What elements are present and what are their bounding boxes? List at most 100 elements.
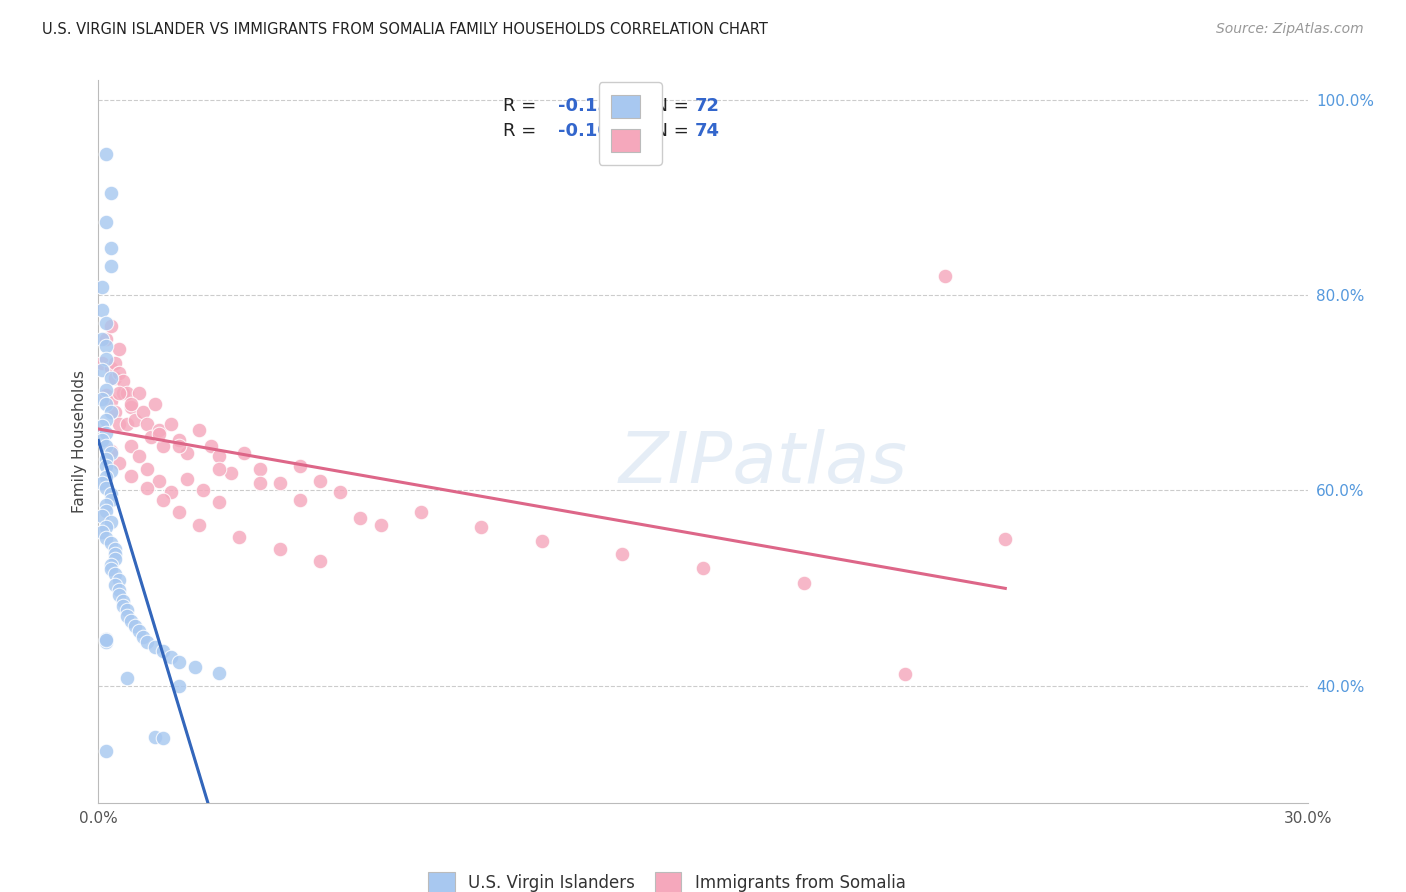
Point — [100, 186, 122, 200]
Point — [96, 744, 118, 758]
Point — [100, 444, 122, 458]
Text: N =: N = — [643, 122, 695, 140]
Point — [160, 485, 183, 500]
Point — [96, 632, 118, 647]
Point — [103, 547, 125, 561]
Point — [934, 268, 956, 283]
Point — [100, 464, 122, 478]
Point — [124, 413, 146, 427]
Point — [139, 430, 162, 444]
Point — [100, 487, 122, 501]
Point — [148, 426, 170, 441]
Point — [309, 554, 332, 568]
Point — [193, 483, 215, 498]
Point — [269, 541, 291, 556]
Point — [152, 644, 174, 658]
Point — [120, 614, 142, 628]
Point — [111, 593, 134, 607]
Point — [103, 356, 125, 370]
Point — [167, 655, 190, 669]
Point — [167, 433, 190, 447]
Point — [228, 530, 250, 544]
Point — [612, 547, 634, 561]
Point — [100, 319, 122, 334]
Point — [143, 731, 166, 745]
Text: -0.158: -0.158 — [558, 96, 623, 114]
Point — [111, 374, 134, 388]
Point — [96, 413, 118, 427]
Point — [120, 468, 142, 483]
Point — [96, 146, 118, 161]
Point — [103, 405, 125, 419]
Point — [793, 576, 815, 591]
Point — [103, 371, 125, 385]
Point — [96, 387, 118, 401]
Point — [152, 493, 174, 508]
Point — [184, 660, 207, 674]
Point — [100, 562, 122, 576]
Point — [893, 667, 915, 681]
Point — [96, 425, 118, 440]
Point — [100, 393, 122, 408]
Point — [349, 510, 371, 524]
Legend: U.S. Virgin Islanders, Immigrants from Somalia: U.S. Virgin Islanders, Immigrants from S… — [418, 862, 915, 892]
Point — [96, 469, 118, 483]
Text: -0.108: -0.108 — [558, 122, 623, 140]
Point — [132, 405, 155, 419]
Point — [152, 439, 174, 453]
Point — [135, 634, 157, 648]
Point — [100, 446, 122, 460]
Point — [135, 417, 157, 431]
Point — [249, 462, 271, 476]
Point — [208, 462, 231, 476]
Point — [370, 517, 392, 532]
Text: N =: N = — [643, 96, 695, 114]
Point — [96, 531, 118, 545]
Point — [91, 302, 114, 317]
Point — [208, 665, 231, 680]
Point — [188, 423, 211, 437]
Point — [115, 671, 138, 685]
Point — [96, 452, 118, 467]
Point — [208, 495, 231, 509]
Text: 74: 74 — [695, 122, 720, 140]
Point — [208, 449, 231, 463]
Point — [148, 474, 170, 488]
Point — [107, 573, 129, 587]
Point — [132, 630, 155, 644]
Point — [96, 351, 118, 366]
Point — [249, 475, 271, 490]
Point — [100, 515, 122, 529]
Point — [103, 551, 125, 566]
Point — [167, 679, 190, 693]
Point — [148, 423, 170, 437]
Point — [167, 439, 190, 453]
Point — [100, 536, 122, 550]
Text: R =: R = — [503, 122, 543, 140]
Point — [107, 417, 129, 431]
Point — [115, 609, 138, 624]
Point — [221, 466, 243, 480]
Point — [91, 332, 114, 346]
Point — [96, 482, 118, 496]
Text: U.S. VIRGIN ISLANDER VS IMMIGRANTS FROM SOMALIA FAMILY HOUSEHOLDS CORRELATION CH: U.S. VIRGIN ISLANDER VS IMMIGRANTS FROM … — [42, 22, 768, 37]
Point — [111, 385, 134, 400]
Point — [160, 650, 183, 665]
Point — [176, 472, 198, 486]
Point — [100, 241, 122, 255]
Point — [91, 356, 114, 370]
Point — [96, 504, 118, 518]
Point — [120, 397, 142, 411]
Point — [309, 474, 332, 488]
Point — [96, 458, 118, 473]
Point — [107, 385, 129, 400]
Point — [160, 417, 183, 431]
Point — [96, 317, 118, 331]
Point — [176, 446, 198, 460]
Point — [107, 456, 129, 470]
Point — [107, 366, 129, 380]
Point — [232, 446, 254, 460]
Point — [470, 520, 492, 534]
Point — [91, 433, 114, 447]
Point — [91, 508, 114, 523]
